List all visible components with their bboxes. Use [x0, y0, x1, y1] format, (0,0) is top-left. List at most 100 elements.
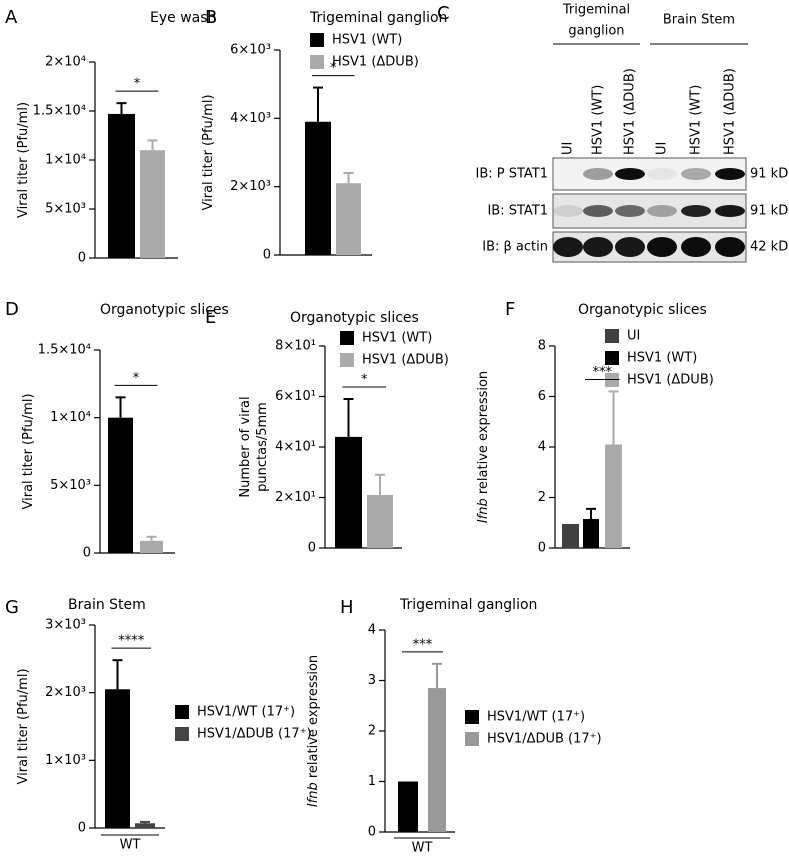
legend-label: HSV1 (WT)	[362, 331, 432, 346]
blot-band	[615, 168, 645, 180]
significance-label: ***	[593, 365, 613, 380]
error-bar	[375, 473, 385, 495]
significance-label: ****	[118, 634, 145, 649]
legend-label: HSV1 (WT)	[627, 351, 697, 366]
significance-label: *	[133, 371, 140, 386]
chart-title: Organotypic slices	[578, 302, 707, 318]
legend-label: UI	[627, 329, 640, 344]
y-tick-label: 1×10³	[45, 753, 86, 768]
legend-label: HSV1 (ΔDUB)	[362, 353, 449, 368]
y-axis-label-line: punctas/5mm	[255, 402, 270, 492]
legend-swatch	[605, 329, 619, 343]
chart-title: Brain Stem	[68, 597, 146, 613]
blot-band	[681, 237, 711, 257]
y-tick-label: 4	[368, 623, 376, 638]
y-tick-label: 5×10³	[45, 202, 86, 217]
error-bar	[608, 390, 619, 445]
lane-label: HSV1 (WT)	[689, 85, 704, 155]
error-bar	[432, 662, 442, 689]
blot-band	[681, 205, 711, 217]
significance-label: *	[330, 61, 337, 76]
blot-band	[553, 205, 583, 217]
panel-letter: E	[205, 307, 216, 328]
y-tick-label: 4×10³	[230, 111, 271, 126]
error-bar	[343, 172, 354, 184]
y-tick-label: 3×10³	[45, 618, 86, 633]
blot-band	[583, 205, 613, 217]
y-tick-label: 1×10⁴	[45, 153, 86, 168]
bar	[335, 436, 362, 548]
significance-label: ***	[413, 637, 433, 652]
y-tick-label: 3	[368, 673, 376, 688]
row-label: IB: β actin	[482, 240, 548, 255]
bar	[398, 781, 418, 832]
y-tick-label: 2×10³	[45, 685, 86, 700]
bar	[336, 183, 361, 255]
y-tick-label: 0	[83, 546, 91, 561]
significance-label: *	[361, 373, 368, 388]
y-axis-label-text: Viral titer (Pfu/ml)	[16, 668, 31, 784]
y-axis-label: Viral titer (Pfu/ml)	[16, 668, 31, 784]
y-tick-label: 4×10¹	[275, 440, 316, 455]
panel-letter: H	[340, 597, 354, 618]
lane-label: HSV1 (ΔDUB)	[623, 68, 638, 155]
y-axis-label-text: Viral titer (Pfu/ml)	[16, 102, 31, 218]
panel-letter: B	[205, 7, 217, 28]
y-tick-label: 6×10³	[230, 43, 271, 58]
y-tick-label: 6×10¹	[275, 389, 316, 404]
legend-label: HSV1 (ΔDUB)	[627, 373, 714, 388]
bar	[583, 518, 599, 548]
y-tick-label: 4	[538, 440, 546, 455]
bar	[367, 494, 393, 548]
error-bar	[112, 659, 123, 690]
legend-swatch	[175, 705, 189, 719]
blot-band	[715, 237, 745, 257]
legend-swatch	[605, 351, 619, 365]
blot-band	[615, 205, 645, 217]
legend-label: HSV1/WT (17⁺)	[487, 710, 585, 725]
y-axis-label: Viral titer (Pfu/ml)	[21, 393, 36, 509]
legend-swatch	[340, 331, 354, 345]
blot-band	[615, 237, 645, 257]
significance-label: *	[134, 77, 141, 92]
chart-title: Eye wash	[150, 10, 216, 26]
legend-label: HSV1 (WT)	[332, 33, 402, 48]
y-tick-label: 1.5×10⁴	[38, 343, 91, 358]
bar	[108, 417, 133, 553]
y-tick-label: 8	[538, 339, 546, 354]
y-tick-label: 0	[78, 251, 86, 266]
legend-swatch	[465, 710, 479, 724]
blot-membrane	[552, 157, 747, 191]
y-axis-label-text: Viral titer (Pfu/ml)	[21, 393, 36, 509]
y-tick-label: 2	[538, 490, 546, 505]
lane-label: HSV1 (ΔDUB)	[723, 68, 738, 155]
blot-band	[553, 237, 583, 257]
y-axis-label-text: Viral titer (Pfu/ml)	[201, 94, 216, 210]
error-bar	[146, 535, 157, 541]
y-tick-label: 0	[368, 825, 376, 840]
error-bar	[313, 86, 323, 122]
y-tick-label: 2×10³	[230, 179, 271, 194]
error-bar	[140, 820, 150, 824]
bar	[140, 540, 163, 553]
blot-band	[715, 205, 745, 217]
chart-title: Trigeminal ganglion	[309, 10, 447, 26]
group-label: ganglion	[568, 24, 624, 39]
y-tick-label: 2×10¹	[275, 490, 316, 505]
y-axis-label: Ifnb relative expression	[306, 655, 321, 807]
error-bar	[586, 507, 596, 519]
error-bar	[115, 396, 126, 418]
x-tick-label: WT	[412, 841, 433, 856]
panel-letter: A	[5, 7, 18, 28]
y-axis-label: Ifnb relative expression	[476, 371, 491, 523]
bar	[428, 688, 446, 832]
y-tick-label: 1.5×10⁴	[33, 104, 86, 119]
y-tick-label: 0	[78, 821, 86, 836]
blot-band	[583, 168, 613, 180]
legend-swatch	[175, 727, 189, 741]
y-tick-label: 0	[263, 248, 271, 263]
y-axis-label-text: relative expression	[306, 655, 321, 778]
legend-label: HSV1/ΔDUB (17⁺)	[197, 727, 312, 742]
group-label: Trigeminal	[562, 3, 630, 18]
